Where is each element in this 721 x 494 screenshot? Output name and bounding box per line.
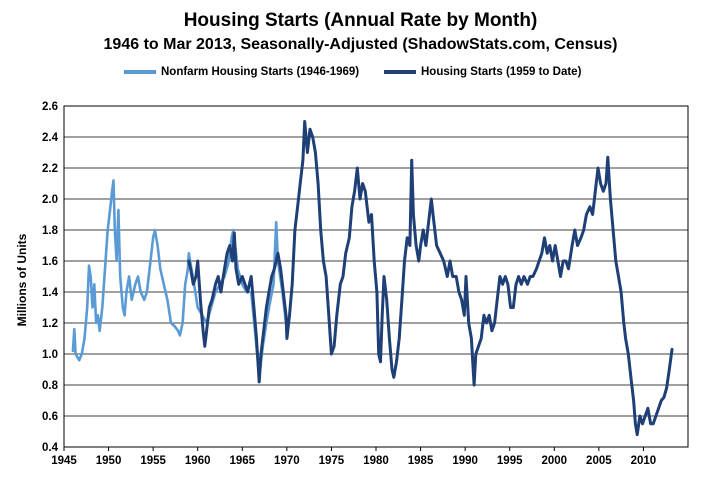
y-tick-label: 0.4 <box>42 442 59 454</box>
y-tick-label: 1.8 <box>42 225 59 237</box>
y-tick-label: 1.4 <box>42 287 59 299</box>
x-tick-label: 1990 <box>452 455 478 467</box>
legend-label-nonfarm: Nonfarm Housing Starts (1946-1969) <box>161 66 360 78</box>
x-tick-label: 1980 <box>363 455 389 467</box>
x-tick-label: 1945 <box>51 455 77 467</box>
legend-item-housing-starts: Housing Starts (1959 to Date) <box>384 66 581 78</box>
legend: Nonfarm Housing Starts (1946-1969) Housi… <box>0 66 721 84</box>
legend-swatch-housing-starts <box>384 70 416 74</box>
x-tick-label: 1995 <box>497 455 523 467</box>
series-line-housing-starts <box>187 120 674 437</box>
x-tick-label: 1960 <box>185 455 211 467</box>
y-tick-label: 1.2 <box>42 318 58 330</box>
x-tick-label: 2010 <box>631 455 657 467</box>
series-layer <box>71 120 674 437</box>
y-tick-label: 2.6 <box>42 101 58 113</box>
y-tick-label: 2.4 <box>42 132 59 144</box>
legend-label-housing-starts: Housing Starts (1959 to Date) <box>421 66 582 78</box>
y-tick-label: 1.6 <box>42 256 58 268</box>
y-tick-label: 2.0 <box>42 194 58 206</box>
x-tick-label: 1965 <box>229 455 255 467</box>
series-line-nonfarm <box>71 179 288 379</box>
y-axis-label: Millions of Units <box>15 233 29 326</box>
y-tick-label: 2.2 <box>42 163 58 175</box>
x-tick-label: 2005 <box>586 455 612 467</box>
legend-swatch-nonfarm <box>124 70 156 74</box>
x-tick-label: 1975 <box>319 455 345 467</box>
y-tick-label: 0.8 <box>42 380 59 392</box>
chart-subtitle: 1946 to Mar 2013, Seasonally-Adjusted (S… <box>103 36 618 53</box>
x-tick-label: 1970 <box>274 455 300 467</box>
x-tick-label: 1985 <box>408 455 434 467</box>
y-tick-label: 1.0 <box>42 349 58 361</box>
axis-layer: 0.4 0.6 0.8 1.0 1.2 1.4 1.6 1.8 2.0 2.2 2.4 2.6 1945… <box>42 101 656 467</box>
chart-title: Housing Starts (Annual Rate by Month) <box>183 10 538 31</box>
x-tick-label: 1955 <box>140 455 166 467</box>
y-tick-label: 0.6 <box>42 411 58 423</box>
legend-item-nonfarm: Nonfarm Housing Starts (1946-1969) <box>124 66 359 78</box>
x-tick-label: 2000 <box>541 455 567 467</box>
x-tick-label: 1950 <box>96 455 122 467</box>
